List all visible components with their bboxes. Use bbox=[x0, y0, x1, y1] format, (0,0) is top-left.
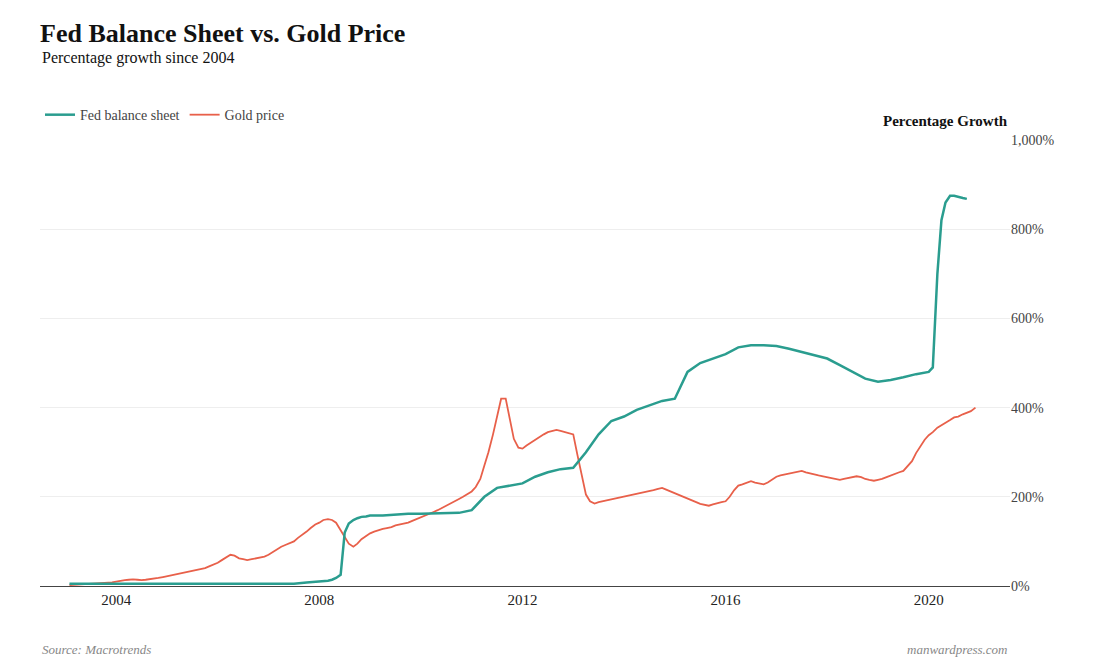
svg-text:200%: 200% bbox=[1011, 490, 1044, 505]
svg-text:Source: Macrotrends: Source: Macrotrends bbox=[42, 642, 151, 657]
svg-text:Gold price: Gold price bbox=[225, 108, 284, 123]
svg-text:2004: 2004 bbox=[101, 592, 131, 608]
svg-text:Fed balance sheet: Fed balance sheet bbox=[80, 108, 180, 123]
svg-text:Percentage Growth: Percentage Growth bbox=[883, 113, 1008, 129]
svg-text:Percentage growth since 2004: Percentage growth since 2004 bbox=[42, 49, 234, 67]
svg-text:manwardpress.com: manwardpress.com bbox=[907, 642, 1008, 657]
svg-text:1,000%: 1,000% bbox=[1011, 133, 1055, 148]
svg-text:Fed Balance Sheet vs. Gold Pri: Fed Balance Sheet vs. Gold Price bbox=[40, 19, 405, 48]
svg-text:2016: 2016 bbox=[711, 592, 742, 608]
svg-text:2012: 2012 bbox=[507, 592, 537, 608]
svg-text:800%: 800% bbox=[1011, 222, 1044, 237]
svg-text:400%: 400% bbox=[1011, 401, 1044, 416]
svg-text:2008: 2008 bbox=[304, 592, 334, 608]
svg-text:2020: 2020 bbox=[914, 592, 944, 608]
svg-text:0%: 0% bbox=[1011, 579, 1030, 594]
svg-text:600%: 600% bbox=[1011, 311, 1044, 326]
